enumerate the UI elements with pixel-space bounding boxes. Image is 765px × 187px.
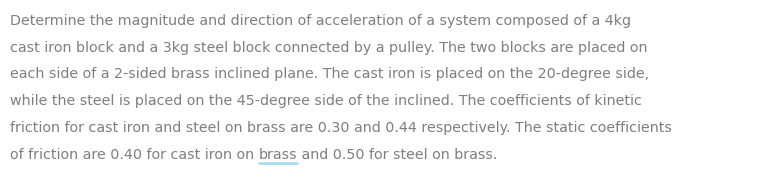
Text: Determine the magnitude and direction of acceleration of a system composed of a : Determine the magnitude and direction of…: [10, 14, 631, 28]
Text: friction for cast iron and steel on brass are 0.30 and 0.44 respectively. The st: friction for cast iron and steel on bras…: [10, 121, 672, 135]
Text: and 0.50 for steel on brass.: and 0.50 for steel on brass.: [298, 148, 497, 162]
Text: cast iron block and a 3kg steel block connected by a pulley. The two blocks are : cast iron block and a 3kg steel block co…: [10, 41, 647, 55]
Text: of friction are 0.40 for cast iron on: of friction are 0.40 for cast iron on: [10, 148, 259, 162]
Text: each side of a 2-sided brass inclined plane. The cast iron is placed on the 20-d: each side of a 2-sided brass inclined pl…: [10, 68, 649, 82]
Text: brass: brass: [259, 148, 298, 162]
Text: while the steel is placed on the 45-degree side of the inclined. The coefficient: while the steel is placed on the 45-degr…: [10, 94, 642, 108]
